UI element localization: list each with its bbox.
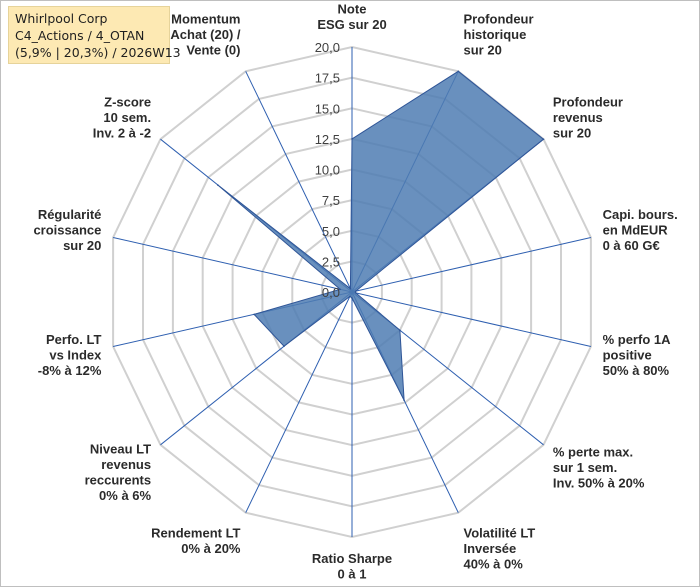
radar-tick-label: 0,0 — [322, 285, 340, 300]
radar-data-point — [339, 288, 341, 291]
radar-axis-label-line: % perte max. — [553, 444, 633, 459]
radar-axis-label-line: Inversée — [464, 541, 517, 556]
radar-axis-label: Note ESG sur 20 — [317, 2, 386, 33]
radar-axis-label-line: Momentum — [171, 12, 240, 27]
radar-data-point — [283, 345, 285, 348]
radar-axis-label-line: 0% à 20% — [181, 541, 241, 556]
radar-axis-label: Régularité croissance sur 20 — [33, 207, 101, 253]
radar-spoke — [245, 71, 353, 293]
radar-axis-label-line: 0 à 60 G€ — [603, 238, 660, 253]
radar-data-point — [403, 399, 405, 402]
radar-tick-label: 20,0 — [315, 40, 340, 55]
radar-axis-label-line: 50% à 80% — [603, 363, 670, 378]
radar-axis-label: Volatilité LT Inversée 40% à 0% — [464, 526, 536, 572]
radar-spoke — [351, 237, 592, 293]
radar-axis-label: Ratio Sharpe 0 à 1 — [312, 551, 392, 582]
radar-axis-label-line: Ratio Sharpe — [312, 551, 392, 566]
radar-axis-label: Profondeur historique sur 20 — [464, 12, 534, 58]
radar-data-point — [457, 70, 460, 73]
radar-tick-label: 7,5 — [322, 193, 340, 208]
radar-axis-label-line: Régularité — [38, 207, 102, 222]
radar-axis-label-line: positive — [603, 347, 652, 362]
radar-axis-label-line: 10 sem. — [103, 110, 151, 125]
radar-axis-label-line: reccurents — [85, 473, 151, 488]
radar-spoke — [112, 237, 353, 293]
radar-axis-label-line: % perfo 1A — [603, 332, 672, 347]
radar-axis-label-line: 40% à 0% — [464, 557, 524, 572]
radar-tick-label: 5,0 — [322, 224, 340, 239]
radar-axis-label-line: sur 1 sem. — [553, 460, 617, 475]
radar-axis-label-line: 0 à 1 — [338, 567, 367, 582]
chart-title-line-1: Whirlpool Corp — [15, 11, 108, 26]
radar-axis-label-line: Rendement LT — [151, 526, 240, 541]
radar-axis-label-line: Note — [338, 2, 367, 17]
radar-data-point — [399, 329, 401, 332]
radar-axis-label-line: croissance — [33, 223, 101, 238]
radar-axis-label: Z-score 10 sem. Inv. 2 à -2 — [93, 95, 151, 141]
radar-axis-label-line: sur 20 — [63, 238, 101, 253]
radar-axis-label-line: sur 20 — [553, 126, 591, 141]
radar-data-point — [354, 292, 357, 294]
radar-spoke — [351, 291, 592, 347]
radar-axis-label: Perfo. LT vs Index -8% à 12% — [38, 332, 102, 378]
radar-axis-label-line: en MdEUR — [603, 223, 669, 238]
radar-tick-label: 10,0 — [315, 163, 340, 178]
radar-data-point — [217, 184, 219, 186]
chart-title-box: Whirlpool Corp C4_Actions / 4_OTAN (5,9%… — [8, 6, 181, 64]
radar-data-point — [349, 287, 352, 290]
radar-tick-label: 17,5 — [315, 71, 340, 86]
radar-axis-label-line: Achat (20) / — [170, 27, 240, 42]
radar-tick-label: 12,5 — [315, 132, 340, 147]
radar-series-area — [217, 70, 545, 401]
radar-axis-label: Momentum Achat (20) / Vente (0) — [170, 12, 240, 58]
radar-series — [217, 70, 545, 402]
radar-axis-label-line: Inv. 2 à -2 — [93, 126, 151, 141]
radar-axis-label: Capi. bours. en MdEUR 0 à 60 G€ — [603, 207, 678, 253]
radar-data-point — [542, 138, 545, 140]
radar-axis-label-line: Inv. 50% à 20% — [553, 475, 645, 490]
radar-axis-label: Niveau LT revenus reccurents 0% à 6% — [85, 442, 152, 504]
radar-axis-label-line: sur 20 — [464, 43, 502, 58]
radar-axis-label-line: Profondeur — [464, 12, 534, 27]
radar-data-point — [349, 295, 351, 298]
radar-data-point — [253, 313, 255, 316]
radar-data-point — [351, 297, 353, 299]
radar-axis-label-line: -8% à 12% — [38, 363, 102, 378]
radar-axis-label-line: Vente (0) — [186, 43, 240, 58]
radar-axis-label-line: Z-score — [104, 95, 151, 110]
radar-axis-label-line: revenus — [101, 457, 151, 472]
radar-axis-label: % perfo 1A positive 50% à 80% — [603, 332, 672, 378]
radar-tick-label: 15,0 — [315, 101, 340, 116]
radar-axis-label: Profondeur revenus sur 20 — [553, 95, 623, 141]
radar-axis-label: Rendement LT 0% à 20% — [151, 526, 241, 557]
chart-title-line-2: C4_Actions / 4_OTAN — [15, 28, 145, 43]
radar-axis-label-line: Profondeur — [553, 95, 623, 110]
radar-axis-labels: Note ESG sur 20 Profondeur historique sur 20… — [33, 2, 677, 582]
radar-axis-label-line: vs Index — [49, 347, 102, 362]
chart-title-line-3: (5,9% | 20,3%) / 2026W13 — [15, 45, 181, 60]
radar-axis-label-line: 0% à 6% — [99, 488, 151, 503]
radar-spoke — [245, 291, 353, 513]
radar-tick-labels: 0,0 2,5 5,0 7,5 10,0 12,5 15,0 17,5 20,0 — [315, 40, 340, 300]
radar-data-point — [351, 138, 353, 140]
radar-axis-label-line: Capi. bours. — [603, 207, 678, 222]
radar-axis-label-line: Niveau LT — [90, 442, 151, 457]
radar-axis-label-line: revenus — [553, 110, 603, 125]
radar-axis-label-line: ESG sur 20 — [317, 17, 386, 32]
radar-axis-label-line: Perfo. LT — [46, 332, 101, 347]
radar-axis-label-line: historique — [464, 27, 527, 42]
radar-data-point — [354, 290, 357, 293]
radar-axis-label-line: Volatilité LT — [464, 526, 536, 541]
radar-tick-label: 2,5 — [322, 254, 340, 269]
radar-axis-label: % perte max. sur 1 sem. Inv. 50% à 20% — [553, 444, 645, 490]
